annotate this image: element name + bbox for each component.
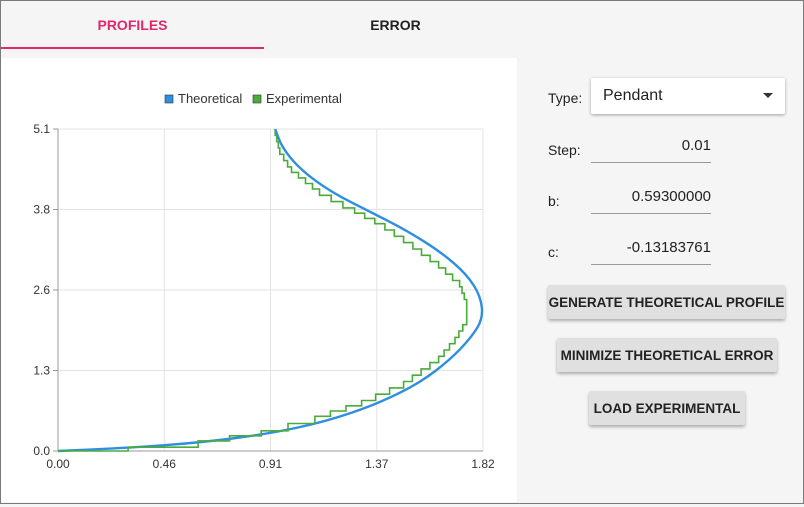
b-field[interactable] [591,181,711,214]
legend-label-experimental: Experimental [266,91,342,106]
x-tick-label: 0.00 [46,457,70,471]
c-field[interactable] [591,232,711,265]
y-tick-label: 5.1 [33,122,50,136]
legend-swatch-theoretical [164,94,174,104]
profile-chart: 0.00 0.46 0.91 1.37 1.82 0.0 1.3 2.6 3.8 5.1 Theor… [33,91,495,471]
y-tick-label: 0.0 [33,444,50,458]
load-experimental-button[interactable]: LOAD EXPERIMENTAL [589,391,745,425]
generate-theoretical-profile-button[interactable]: GENERATE THEORETICAL PROFILE [548,285,785,319]
experimental-series-line [58,129,468,452]
legend-label-theoretical: Theoretical [178,91,242,106]
type-select-value: Pendant [603,87,663,104]
dropdown-arrow-icon [763,93,773,98]
x-tick-label: 0.91 [259,457,283,471]
minimize-theoretical-error-button[interactable]: MINIMIZE THEORETICAL ERROR [557,338,777,372]
type-select[interactable]: Pendant [591,78,785,114]
step-field[interactable] [591,130,711,163]
step-input[interactable] [591,130,711,160]
c-label: c: [548,244,559,260]
b-label: b: [548,193,560,209]
x-tick-label: 1.37 [365,457,389,471]
b-input[interactable] [591,181,711,211]
tab-bar: PROFILES ERROR [0,0,802,50]
y-tick-label: 2.6 [33,283,50,297]
theoretical-series-line [57,128,484,453]
active-tab-indicator [1,47,264,49]
tab-error[interactable]: ERROR [370,17,421,33]
c-input[interactable] [591,232,711,262]
profile-chart-panel: 0.00 0.46 0.91 1.37 1.82 0.0 1.3 2.6 3.8 5.1 Theor… [1,58,517,502]
tab-profiles[interactable]: PROFILES [97,17,168,33]
x-tick-label: 0.46 [153,457,177,471]
y-tick-label: 1.3 [33,364,50,378]
controls-panel: Type: Pendant Step: b: c: GENERATE THEOR… [520,58,802,502]
legend-swatch-experimental [252,94,262,104]
x-tick-label: 1.82 [471,457,495,471]
y-tick-label: 3.8 [33,203,50,217]
step-label: Step: [548,142,581,158]
type-label: Type: [548,90,583,106]
